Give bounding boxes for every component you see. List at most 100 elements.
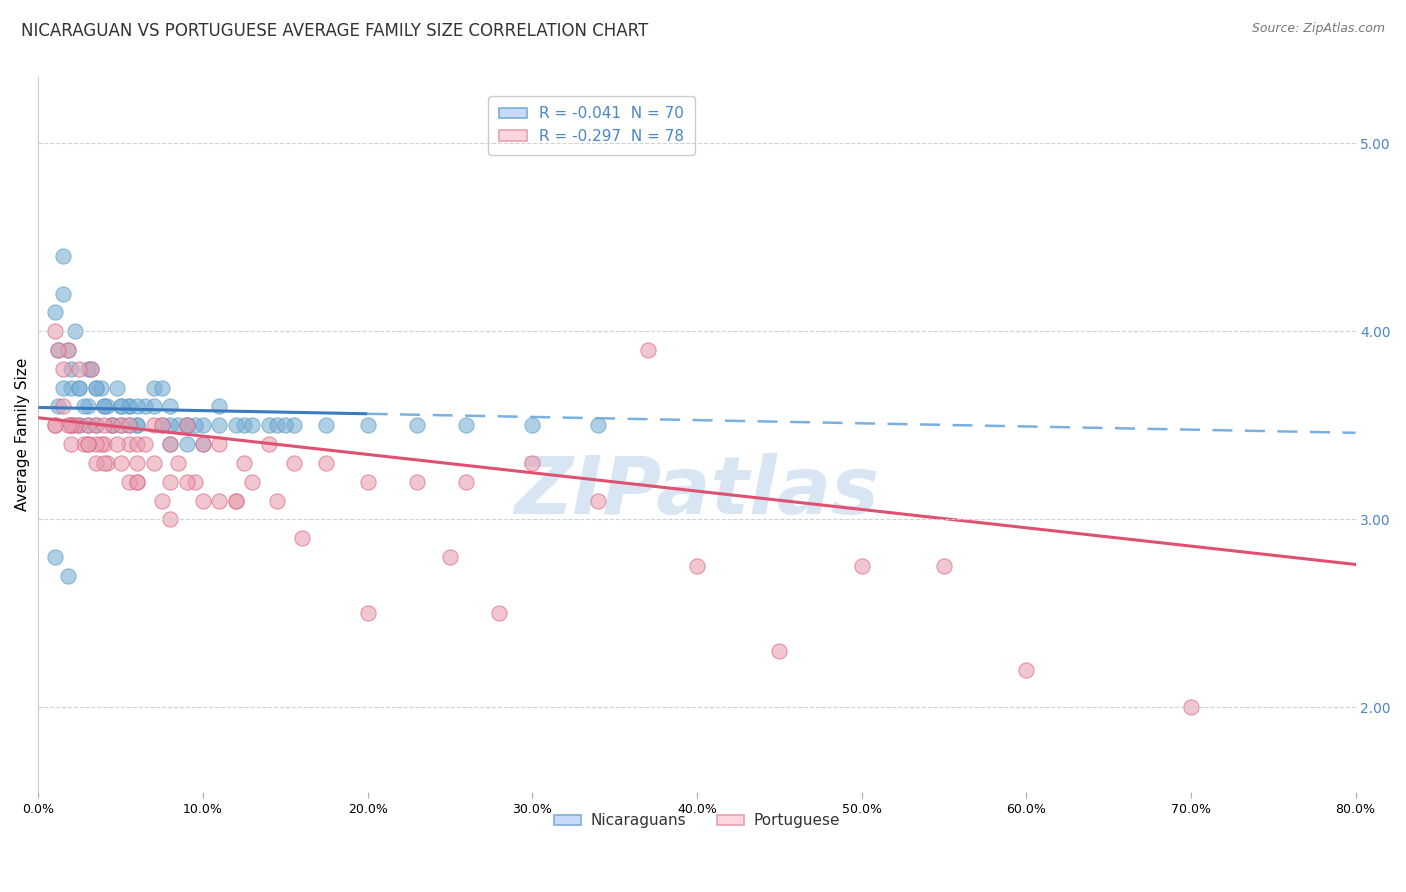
Point	[101, 418, 124, 433]
Point	[176, 418, 198, 433]
Point	[46, 343, 69, 357]
Point	[142, 456, 165, 470]
Point	[84, 418, 107, 433]
Y-axis label: Average Family Size: Average Family Size	[15, 358, 30, 511]
Point	[233, 456, 256, 470]
Point	[257, 437, 280, 451]
Point	[150, 381, 173, 395]
Point	[84, 456, 107, 470]
Point	[110, 418, 132, 433]
Point	[225, 418, 247, 433]
Point	[274, 418, 297, 433]
Point	[1015, 663, 1038, 677]
Point	[60, 418, 83, 433]
Point	[69, 362, 91, 376]
Point	[84, 381, 107, 395]
Point	[406, 475, 429, 489]
Point	[56, 343, 79, 357]
Point	[93, 400, 115, 414]
Point	[76, 400, 98, 414]
Text: Source: ZipAtlas.com: Source: ZipAtlas.com	[1251, 22, 1385, 36]
Point	[208, 418, 231, 433]
Point	[56, 343, 79, 357]
Point	[60, 418, 83, 433]
Point	[44, 418, 66, 433]
Point	[90, 381, 112, 395]
Point	[80, 362, 103, 376]
Point	[191, 493, 214, 508]
Point	[93, 456, 115, 470]
Point	[110, 400, 132, 414]
Point	[127, 437, 149, 451]
Point	[60, 418, 83, 433]
Point	[44, 418, 66, 433]
Point	[76, 437, 98, 451]
Point	[52, 362, 75, 376]
Point	[69, 418, 91, 433]
Point	[127, 475, 149, 489]
Point	[93, 400, 115, 414]
Point	[52, 400, 75, 414]
Point	[56, 568, 79, 582]
Point	[522, 418, 544, 433]
Point	[266, 493, 288, 508]
Point	[233, 418, 256, 433]
Point	[240, 418, 263, 433]
Point	[283, 456, 305, 470]
Point	[240, 475, 263, 489]
Point	[159, 512, 181, 526]
Point	[134, 400, 156, 414]
Point	[118, 418, 141, 433]
Point	[356, 418, 378, 433]
Point	[456, 418, 478, 433]
Point	[46, 400, 69, 414]
Point	[159, 418, 181, 433]
Point	[44, 324, 66, 338]
Point	[159, 400, 181, 414]
Point	[150, 493, 173, 508]
Point	[90, 437, 112, 451]
Point	[1180, 700, 1202, 714]
Point	[118, 418, 141, 433]
Point	[283, 418, 305, 433]
Point	[356, 475, 378, 489]
Point	[84, 418, 107, 433]
Point	[52, 381, 75, 395]
Point	[456, 475, 478, 489]
Point	[127, 418, 149, 433]
Point	[105, 437, 128, 451]
Point	[184, 475, 207, 489]
Point	[637, 343, 659, 357]
Point	[80, 362, 103, 376]
Point	[96, 456, 118, 470]
Point	[110, 456, 132, 470]
Point	[208, 437, 231, 451]
Point	[851, 559, 873, 574]
Point	[118, 437, 141, 451]
Point	[932, 559, 955, 574]
Point	[105, 381, 128, 395]
Point	[63, 418, 86, 433]
Point	[127, 400, 149, 414]
Point	[127, 475, 149, 489]
Point	[142, 381, 165, 395]
Point	[150, 418, 173, 433]
Point	[225, 493, 247, 508]
Point	[225, 493, 247, 508]
Point	[127, 418, 149, 433]
Legend: Nicaraguans, Portuguese: Nicaraguans, Portuguese	[548, 807, 846, 834]
Point	[291, 531, 314, 545]
Point	[406, 418, 429, 433]
Point	[159, 437, 181, 451]
Point	[110, 418, 132, 433]
Point	[60, 362, 83, 376]
Point	[159, 475, 181, 489]
Point	[93, 418, 115, 433]
Point	[176, 418, 198, 433]
Point	[356, 607, 378, 621]
Point	[257, 418, 280, 433]
Point	[73, 437, 96, 451]
Point	[60, 437, 83, 451]
Point	[176, 418, 198, 433]
Point	[208, 493, 231, 508]
